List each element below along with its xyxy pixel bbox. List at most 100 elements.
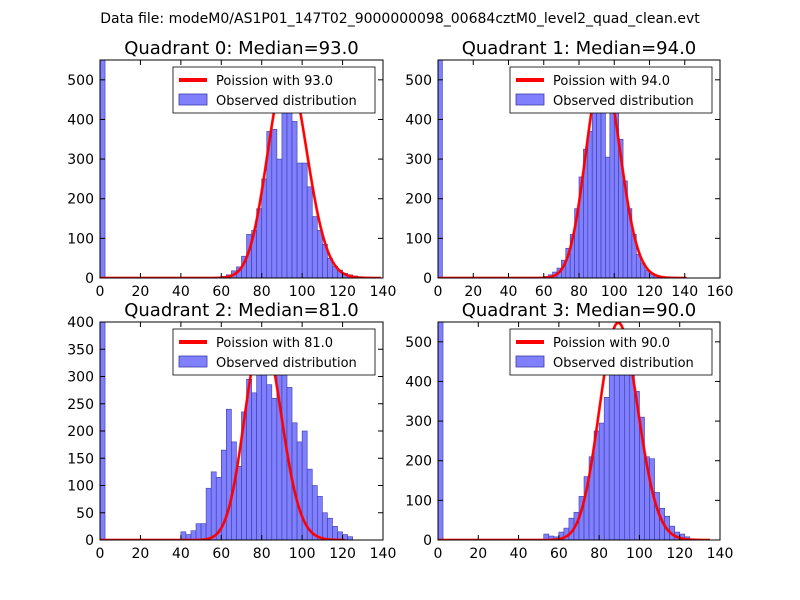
x-tick-label: 60	[550, 546, 568, 562]
legend-label-hist: Observed distribution	[553, 94, 694, 109]
hist-bar	[301, 162, 308, 278]
y-tick-label: 500	[405, 73, 432, 89]
legend-patch-swatch	[178, 93, 208, 106]
hist-bar	[286, 107, 293, 278]
hist-bar	[210, 471, 217, 540]
y-tick-label: 0	[423, 533, 432, 549]
y-tick-label: 300	[67, 152, 94, 168]
hist-bar	[605, 156, 611, 278]
y-tick-label: 500	[67, 73, 94, 89]
hist-bar	[600, 95, 606, 278]
x-tick-label: 80	[590, 546, 608, 562]
legend-label-fit: Poission with 93.0	[216, 74, 333, 89]
y-tick-label: 200	[67, 192, 94, 208]
hist-bar	[327, 517, 333, 540]
y-tick-label: 200	[67, 424, 94, 440]
hist-bar	[251, 392, 257, 540]
poisson-fit-line-core	[100, 332, 345, 540]
axes-frame	[437, 321, 721, 541]
hist-bar	[271, 129, 278, 278]
hist-bar	[236, 466, 242, 540]
hist-bar	[195, 523, 202, 540]
hist-bar	[613, 357, 620, 540]
y-tick-label: 200	[405, 454, 432, 470]
x-tick-label: 0	[96, 284, 105, 300]
x-tick-label: 0	[434, 284, 443, 300]
legend-patch-swatch	[515, 93, 545, 106]
hist-bar	[306, 186, 313, 278]
x-tick-label: 120	[636, 284, 663, 300]
hist-bar	[624, 373, 630, 540]
x-tick-label: 120	[666, 546, 693, 562]
x-tick-label: 60	[535, 284, 553, 300]
x-tick-label: 100	[626, 546, 653, 562]
panel-2: 0 20 40 60 80 100 120 140 0 50 100 150 200 250 300 350 4…	[67, 300, 396, 562]
legend-label-hist: Observed distribution	[216, 356, 357, 371]
hist-bar	[608, 373, 615, 540]
hist-bar	[205, 487, 212, 540]
x-tick-label: 140	[671, 284, 698, 300]
poisson-fit-line-core	[438, 68, 687, 278]
x-tick-label: 160	[707, 284, 734, 300]
y-tick-label: 300	[405, 152, 432, 168]
panel-title: Quadrant 0: Median=93.0	[124, 38, 359, 59]
legend: Poission with 93.0 Observed distribution	[172, 66, 376, 114]
y-tick-label: 300	[405, 414, 432, 430]
x-tick-label: 80	[253, 284, 271, 300]
y-tick-label: 100	[405, 493, 432, 509]
figure-suptitle: Data file: modeM0/AS1P01_147T02_90000000…	[100, 11, 700, 27]
legend: Poission with 90.0 Observed distribution	[509, 328, 713, 376]
y-tick-label: 400	[67, 315, 94, 331]
hist-bar	[332, 526, 338, 540]
hist-bar	[596, 99, 602, 278]
x-tick-label: 60	[212, 284, 230, 300]
x-tick-label: 40	[510, 546, 528, 562]
hist-bar	[296, 162, 303, 278]
hist-bar	[598, 422, 605, 540]
x-tick-label: 60	[212, 546, 230, 562]
y-tick-label: 0	[85, 533, 94, 549]
x-tick-label: 40	[500, 284, 518, 300]
hist-bar	[226, 408, 232, 540]
hist-bar	[587, 131, 593, 278]
panel-1: 0 20 40 60 80 100 120 140 160 0 100 200 300 400 500 Qua…	[405, 38, 733, 300]
x-tick-label: 120	[329, 284, 356, 300]
x-tick-label: 100	[601, 284, 628, 300]
legend-label-fit: Poission with 90.0	[553, 336, 670, 351]
y-tick-label: 350	[67, 342, 94, 358]
hist-bar	[291, 121, 298, 278]
x-tick-label: 140	[370, 546, 397, 562]
y-tick-label: 100	[405, 231, 432, 247]
axes-frame	[99, 321, 384, 541]
panel-3: 0 20 40 60 80 100 120 140 0 100 200 300 400 500 Quadra…	[405, 300, 733, 562]
hist-bar	[438, 60, 443, 278]
panel-0: 0 20 40 60 80 100 120 140 0 100 200 300 400 500 Quadra…	[67, 38, 396, 300]
legend-label-hist: Observed distribution	[553, 356, 694, 371]
x-tick-label: 100	[289, 546, 316, 562]
axes-frame	[437, 59, 721, 279]
poisson-fit-line-core	[438, 322, 710, 540]
x-tick-label: 20	[132, 546, 150, 562]
y-tick-label: 500	[405, 335, 432, 351]
hist-bar	[603, 397, 610, 540]
hist-bar	[271, 397, 278, 540]
x-tick-label: 40	[172, 284, 190, 300]
hist-bar	[591, 111, 597, 278]
hist-bar	[317, 496, 323, 540]
legend-label-fit: Poission with 81.0	[216, 336, 333, 351]
x-tick-label: 20	[132, 284, 150, 300]
x-tick-label: 140	[370, 284, 397, 300]
hist-bar	[266, 384, 273, 540]
hist-bar	[438, 322, 444, 540]
poisson-fit-line-core	[100, 68, 381, 278]
x-tick-label: 40	[172, 546, 190, 562]
hist-bar	[296, 441, 303, 540]
y-tick-label: 100	[67, 479, 94, 495]
hist-bar	[200, 523, 207, 540]
y-tick-label: 0	[423, 271, 432, 287]
legend: Poission with 94.0 Observed distribution	[509, 66, 713, 114]
legend: Poission with 81.0 Observed distribution	[172, 328, 376, 376]
hist-bar	[311, 216, 318, 278]
panel-title: Quadrant 1: Median=94.0	[462, 38, 697, 59]
